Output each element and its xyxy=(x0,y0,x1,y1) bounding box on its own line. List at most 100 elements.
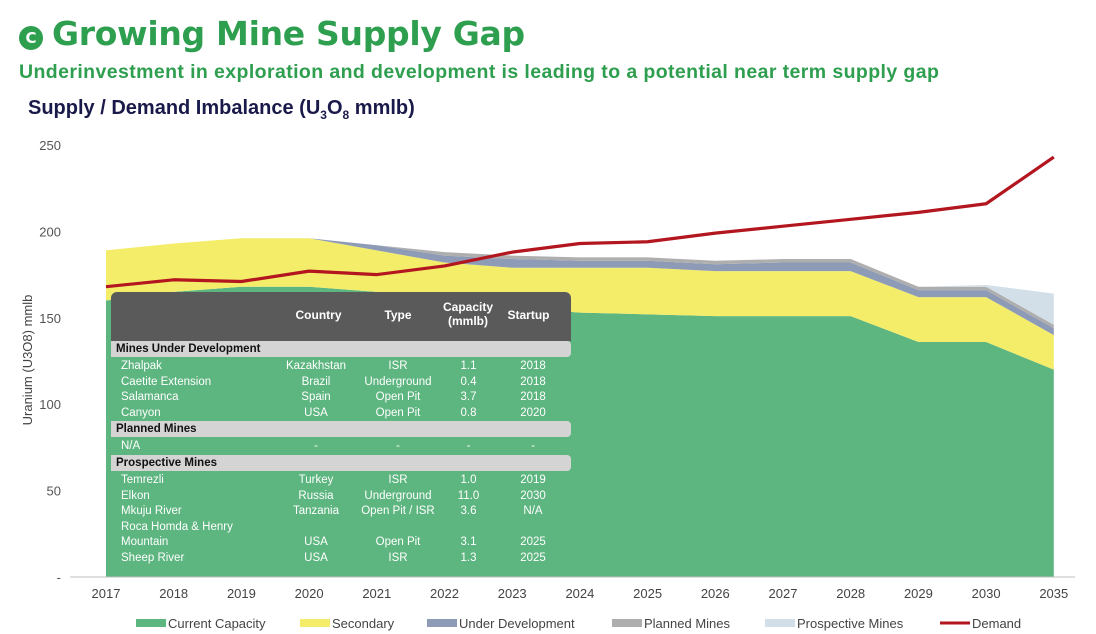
x-tick-label: 2028 xyxy=(836,586,865,601)
cell-country: USA xyxy=(304,536,328,549)
legend-label: Prospective Mines xyxy=(797,616,904,631)
cell-capacity: 11.0 xyxy=(457,489,480,502)
table-row: Elkon Russia Underground 11.0 2030 xyxy=(111,489,571,504)
area-current-capacity xyxy=(106,286,1054,577)
table-row: Caetite Extension Brazil Underground 0.4 201… xyxy=(111,375,571,390)
x-tick-label: 2019 xyxy=(227,586,256,601)
cell-name: Caetite Extension xyxy=(121,375,212,388)
legend-label: Secondary xyxy=(332,616,395,631)
cell-type: Open Pit xyxy=(375,391,421,404)
y-tick-label: 200 xyxy=(39,224,61,239)
cell-type: ISR xyxy=(388,360,408,372)
cell-startup: 2025 xyxy=(520,552,546,564)
page-subtitle: Underinvestment in exploration and devel… xyxy=(19,61,940,83)
table-section-header: Mines Under Development xyxy=(111,341,571,357)
cell-capacity: 1.0 xyxy=(460,474,477,486)
cell-name: Temrezli xyxy=(121,474,164,486)
x-tick-label: 2020 xyxy=(295,586,324,601)
x-tick-label: 2027 xyxy=(769,586,798,601)
table-row: Zhalpak Kazakhstan ISR 1.1 2018 xyxy=(111,359,571,374)
x-tick-label: 2030 xyxy=(972,586,1001,601)
cell-startup: 2018 xyxy=(520,391,546,404)
table-row: N/A - - - - xyxy=(111,439,571,454)
legend-swatch-current-capacity xyxy=(136,619,166,627)
cell-type: Open Pit / ISR xyxy=(361,505,435,518)
cell-name: Zhalpak xyxy=(121,360,162,372)
table-section-header: Planned Mines xyxy=(111,421,571,438)
cell-capacity: 0.8 xyxy=(460,406,477,419)
cell-name: Salamanca xyxy=(121,391,179,404)
table-row: Mkuju River Tanzania Open Pit / ISR 3.6 N/A xyxy=(111,504,571,519)
x-tick-label: 2035 xyxy=(1039,586,1068,601)
cell-type: ISR xyxy=(388,474,408,486)
cell-capacity: 3.6 xyxy=(460,505,477,518)
legend-label: Current Capacity xyxy=(168,616,266,631)
cell-country: USA xyxy=(304,552,328,564)
table-row: Roca Homda & Henry xyxy=(111,520,571,535)
cell-startup: 2019 xyxy=(520,474,546,486)
cell-capacity: 3.1 xyxy=(460,536,477,549)
x-tick-label: 2024 xyxy=(565,586,594,601)
cell-country: Kazakhstan xyxy=(285,360,347,372)
cell-capacity: 1.3 xyxy=(460,552,477,564)
cell-startup: N/A xyxy=(523,505,543,518)
cell-country: Tanzania xyxy=(292,505,340,518)
cell-name: Mkuju River xyxy=(121,505,182,518)
cell-startup: 2018 xyxy=(520,375,546,388)
area-planned-mines xyxy=(106,238,1054,329)
cell-startup: 2025 xyxy=(520,536,546,549)
table-section-header: Prospective Mines xyxy=(111,455,571,471)
cell-type: ISR xyxy=(388,552,408,564)
y-tick-label: - xyxy=(57,570,61,585)
x-tick-label: 2021 xyxy=(362,586,391,601)
cell-type: - xyxy=(396,440,400,453)
cell-capacity: - xyxy=(466,440,471,453)
y-axis-label: Uranium (U3O8) mmlb xyxy=(20,295,35,426)
cell-capacity: 1.1 xyxy=(460,360,477,372)
cell-startup: 2020 xyxy=(520,406,546,419)
cell-startup: 2018 xyxy=(520,360,546,372)
cell-type: Underground xyxy=(364,489,432,502)
legend-swatch-prospective-mines xyxy=(765,619,795,627)
table-row: Canyon USA Open Pit 0.8 2020 xyxy=(111,406,571,421)
cell-type: Open Pit xyxy=(375,406,421,419)
table-row: Sheep River USA ISR 1.3 2025 xyxy=(111,551,571,566)
x-tick-label: 2023 xyxy=(498,586,527,601)
cell-startup: - xyxy=(531,440,535,453)
table-row: Salamanca Spain Open Pit 3.7 2018 xyxy=(111,390,571,405)
x-tick-label: 2017 xyxy=(92,586,121,601)
demand-line xyxy=(105,155,1055,289)
table-row: Temrezli Turkey ISR 1.0 2019 xyxy=(111,473,571,488)
header-country: Country xyxy=(295,308,342,322)
mines-table: Country Type Capacity (mmlb) Startup Mine… xyxy=(111,292,571,570)
cell-country: Russia xyxy=(298,489,334,502)
cell-type: Underground xyxy=(364,375,432,388)
x-tick-label: 2022 xyxy=(430,586,459,601)
cell-startup: 2030 xyxy=(520,489,546,502)
header-type: Type xyxy=(384,308,412,322)
header-capacity: Capacity (mmlb) xyxy=(442,300,494,328)
cell-name: Roca Homda & Henry xyxy=(121,520,233,533)
cell-country: Spain xyxy=(301,391,331,404)
cell-name: Elkon xyxy=(121,489,150,502)
legend-swatch-planned-mines xyxy=(612,619,642,627)
cell-country: Brazil xyxy=(301,375,331,388)
cell-country: - xyxy=(314,440,318,453)
x-tick-label: 2018 xyxy=(159,586,188,601)
x-tick-label: 2026 xyxy=(701,586,730,601)
section-badge: C xyxy=(19,26,43,50)
chart-title: Supply / Demand Imbalance (U3O8 mmlb) xyxy=(28,97,415,122)
header-startup: Startup xyxy=(507,308,550,322)
cell-country: USA xyxy=(304,406,328,419)
y-tick-label: 50 xyxy=(47,484,61,499)
y-tick-label: 100 xyxy=(39,397,61,412)
cell-type: Open Pit xyxy=(375,536,421,549)
cell-country: Turkey xyxy=(298,474,334,486)
y-tick-label: 250 xyxy=(39,138,61,153)
cell-name: N/A xyxy=(121,440,141,453)
cell-name: Mountain xyxy=(121,536,169,549)
legend-label: Demand xyxy=(972,616,1021,631)
page-title: Growing Mine Supply Gap xyxy=(52,14,525,53)
x-tick-label: 2025 xyxy=(633,586,662,601)
